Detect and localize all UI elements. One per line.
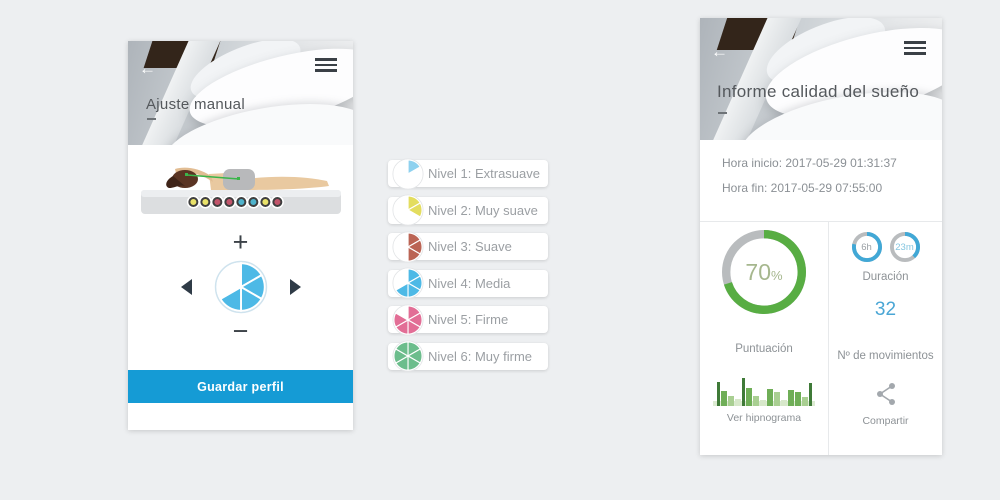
duration-rings: 6h 23m [851, 232, 920, 262]
right-arrow-icon[interactable] [289, 279, 301, 295]
share-caption[interactable]: Compartir [862, 415, 909, 427]
firmness-level-pie [214, 260, 268, 314]
pie-level-icon [392, 230, 424, 263]
sleep-times: Hora inicio: 2017-05-29 01:31:37 Hora fi… [700, 140, 942, 195]
save-profile-button[interactable]: Guardar perfil [128, 370, 353, 403]
score-value: 70 [745, 258, 772, 285]
level-item[interactable]: Nivel 1: Extrasuave [388, 157, 548, 190]
level-item[interactable]: Nivel 4: Media [388, 267, 548, 299]
left-arrow-icon[interactable] [180, 279, 192, 295]
end-time-text: Hora fin: 2017-05-29 07:55:00 [722, 181, 883, 195]
minutes-label: 23m [895, 241, 914, 253]
movements-caption: Nº de movimientos [837, 350, 934, 362]
hypnogram-chart[interactable] [713, 376, 815, 406]
pie-level-icon [392, 194, 424, 226]
duration-caption: Duración [862, 271, 909, 283]
hypnogram-bars [713, 376, 815, 406]
level-item[interactable]: Nivel 3: Suave [388, 230, 548, 263]
back-arrow-icon[interactable]: ← [139, 59, 156, 78]
score-caption: Puntuación [735, 343, 793, 355]
sleeping-person-illustration [139, 160, 343, 218]
score-donut: 70% [722, 230, 806, 314]
movement-count: 32 [874, 299, 897, 320]
hamburger-menu-icon[interactable] [315, 58, 337, 72]
hours-label: 6h [861, 241, 872, 253]
pie-level-icon [392, 157, 424, 190]
minus-icon[interactable]: − [232, 316, 249, 346]
firmness-control: + − [128, 218, 353, 346]
page-title: Informe calidad del sueño [717, 82, 920, 101]
title-underline [147, 118, 156, 120]
pie-level-icon [392, 303, 424, 336]
firmness-levels-legend: Nivel 1: Extrasuave Nivel 2: Muy suave N… [388, 157, 548, 379]
level-item[interactable]: Nivel 6: Muy firme [388, 340, 548, 372]
hamburger-menu-icon[interactable] [904, 41, 926, 55]
level-label: Nivel 6: Muy firme [428, 348, 533, 364]
plus-icon[interactable]: + [232, 227, 249, 257]
view-hypnogram-link[interactable]: Ver hipnograma [726, 412, 802, 424]
share-icon[interactable] [875, 382, 897, 409]
mattress-sensor-dots [187, 197, 282, 207]
level-label: Nivel 2: Muy suave [428, 202, 538, 218]
pie-level-icon [392, 267, 424, 299]
level-label: Nivel 1: Extrasuave [428, 166, 540, 181]
title-underline [718, 112, 727, 114]
manual-adjust-screen: ← Ajuste manual + [128, 41, 353, 430]
level-label: Nivel 4: Media [428, 275, 511, 291]
hours-ring: 6h [851, 232, 882, 262]
percent-sign: % [771, 268, 783, 283]
report-grid: 70% Puntuación Ver hipnograma 6h [700, 221, 942, 455]
page-title: Ajuste manual [146, 96, 245, 113]
score-label: 70% [722, 230, 806, 314]
header-photo: ← Ajuste manual [128, 41, 353, 145]
score-panel: 70% Puntuación Ver hipnograma [700, 222, 829, 455]
sleep-report-screen: ← Informe calidad del sueño Hora inicio:… [700, 18, 942, 455]
level-item[interactable]: Nivel 5: Firme [388, 303, 548, 336]
pie-level-icon [392, 340, 424, 372]
level-item[interactable]: Nivel 2: Muy suave [388, 194, 548, 226]
level-label: Nivel 3: Suave [428, 239, 512, 254]
header-photo: ← Informe calidad del sueño [700, 18, 942, 140]
stats-panel: 6h 23m Duración 32 Nº de movimientos [829, 222, 942, 455]
back-arrow-icon[interactable]: ← [711, 42, 728, 61]
minutes-ring: 23m [889, 232, 920, 262]
level-label: Nivel 5: Firme [428, 312, 509, 327]
start-time-text: Hora inicio: 2017-05-29 01:31:37 [722, 156, 897, 170]
